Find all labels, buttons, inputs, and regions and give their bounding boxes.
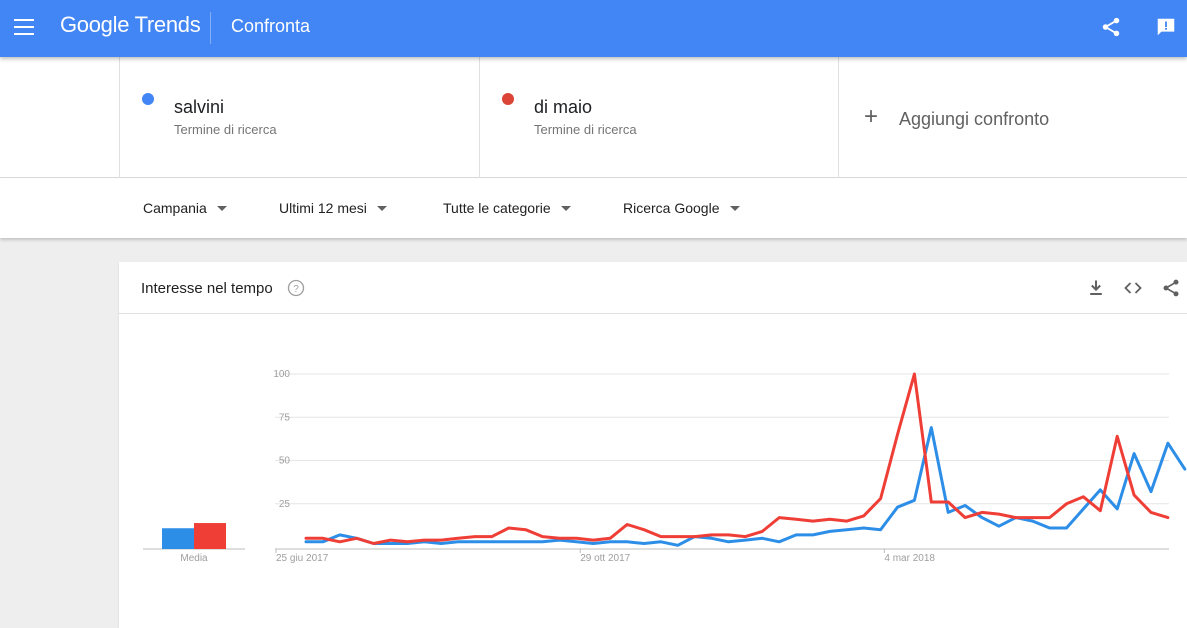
caret-down-icon [216, 205, 227, 211]
series-line-salvini [304, 426, 1187, 547]
average-bar-di-maio [194, 523, 226, 549]
menu-icon[interactable] [14, 19, 34, 35]
term-card-di-maio[interactable]: di maio Termine di ricerca [479, 57, 838, 178]
filter-time-dropdown[interactable]: Ultimi 12 mesi [279, 200, 387, 216]
caret-down-icon [729, 205, 740, 211]
share-icon[interactable] [1161, 278, 1181, 298]
y-tick-label: 50 [279, 456, 291, 467]
card-title: Interesse nel tempo [141, 280, 273, 297]
interest-over-time-card: Interesse nel tempo ? 25 50 75 100 25 giu 2… [119, 262, 1187, 628]
download-icon[interactable] [1086, 278, 1106, 298]
y-tick-label: 25 [279, 499, 291, 510]
series-lines [304, 372, 1187, 547]
logo-trends-text: Trends [134, 12, 201, 37]
term-card-salvini[interactable]: salvini Termine di ricerca [119, 57, 479, 178]
filter-label: Ultimi 12 mesi [279, 200, 367, 216]
y-tick-label: 75 [279, 412, 291, 423]
term-color-dot [142, 93, 154, 105]
filter-bar: Campania Ultimi 12 mesi Tutte le categor… [0, 178, 1187, 238]
term-name: salvini [174, 97, 225, 117]
filter-label: Campania [143, 200, 207, 216]
average-label: Media [180, 553, 208, 564]
share-icon[interactable] [1100, 16, 1122, 38]
feedback-icon[interactable] [1155, 16, 1177, 38]
card-header: Interesse nel tempo ? [119, 262, 1187, 314]
filter-label: Ricerca Google [623, 200, 720, 216]
y-axis-ticks: 25 50 75 100 [273, 369, 290, 510]
term-type: Termine di ricerca [174, 122, 277, 137]
help-icon[interactable]: ? [286, 278, 306, 298]
average-bar-salvini [162, 528, 194, 549]
interest-line-chart: 25 50 75 100 25 giu 2017 29 ott 2017 4 mar 20… [143, 369, 1187, 564]
x-tick-label: 29 ott 2017 [580, 553, 630, 564]
compare-terms-row: salvini Termine di ricerca di maio Termi… [0, 57, 1187, 178]
top-app-bar: Google Trends Confronta [0, 0, 1187, 57]
add-comparison-button[interactable]: + Aggiungi confronto [838, 57, 1187, 178]
average-bars: Media [162, 523, 226, 564]
y-tick-label: 100 [273, 369, 290, 380]
logo-google-text: Google [60, 12, 130, 37]
x-tick-label: 4 mar 2018 [884, 553, 935, 564]
embed-code-icon[interactable] [1122, 278, 1144, 298]
google-trends-logo[interactable]: Google Trends [60, 12, 201, 38]
header-divider [210, 12, 211, 44]
add-comparison-label: Aggiungi confronto [899, 109, 1050, 129]
chart-grid [143, 373, 1169, 550]
page-title: Confronta [231, 16, 311, 36]
svg-text:?: ? [293, 284, 299, 295]
caret-down-icon [376, 205, 387, 211]
caret-down-icon [560, 205, 571, 211]
term-color-dot [502, 93, 514, 105]
filter-category-dropdown[interactable]: Tutte le categorie [443, 200, 571, 216]
term-name: di maio [534, 97, 593, 117]
plus-icon: + [864, 103, 879, 130]
filter-search-type-dropdown[interactable]: Ricerca Google [623, 200, 740, 216]
x-axis-ticks: 25 giu 2017 29 ott 2017 4 mar 2018 [275, 549, 935, 564]
filter-label: Tutte le categorie [443, 200, 551, 216]
filter-region-dropdown[interactable]: Campania [143, 200, 227, 216]
series-line-di-maio [304, 372, 1170, 545]
term-type: Termine di ricerca [534, 122, 637, 137]
x-tick-label: 25 giu 2017 [276, 553, 329, 564]
